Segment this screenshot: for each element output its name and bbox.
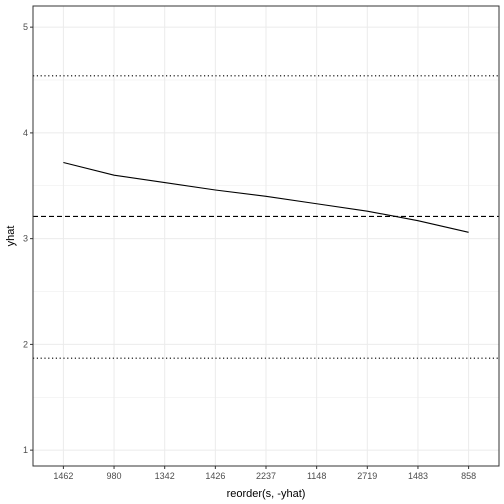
x-tick-label: 1148: [307, 471, 326, 481]
x-tick-label: 1342: [155, 471, 175, 481]
x-tick-label: 980: [107, 471, 122, 481]
x-tick-label: 1462: [53, 471, 73, 481]
y-tick-label: 5: [23, 22, 28, 32]
x-tick-label: 2237: [256, 471, 276, 481]
x-axis-title: reorder(s, -yhat): [227, 488, 306, 500]
y-axis: 1 2 3 4 5: [23, 22, 33, 455]
y-tick-label: 3: [23, 234, 28, 244]
series-line: [63, 161, 469, 233]
x-axis: 1462 980 1342 1426 2237 1148 2719 1483 858: [53, 466, 476, 481]
x-tick-label: 1426: [205, 471, 225, 481]
reference-lines: [33, 75, 499, 359]
y-axis-title: yhat: [5, 226, 17, 247]
y-tick-label: 4: [23, 128, 28, 138]
y-tick-label: 1: [23, 445, 28, 455]
x-tick-label: 858: [461, 471, 476, 481]
x-tick-label: 1483: [408, 471, 428, 481]
y-tick-label: 2: [23, 339, 28, 349]
major-gridlines: [33, 6, 499, 466]
x-tick-label: 2719: [357, 471, 377, 481]
